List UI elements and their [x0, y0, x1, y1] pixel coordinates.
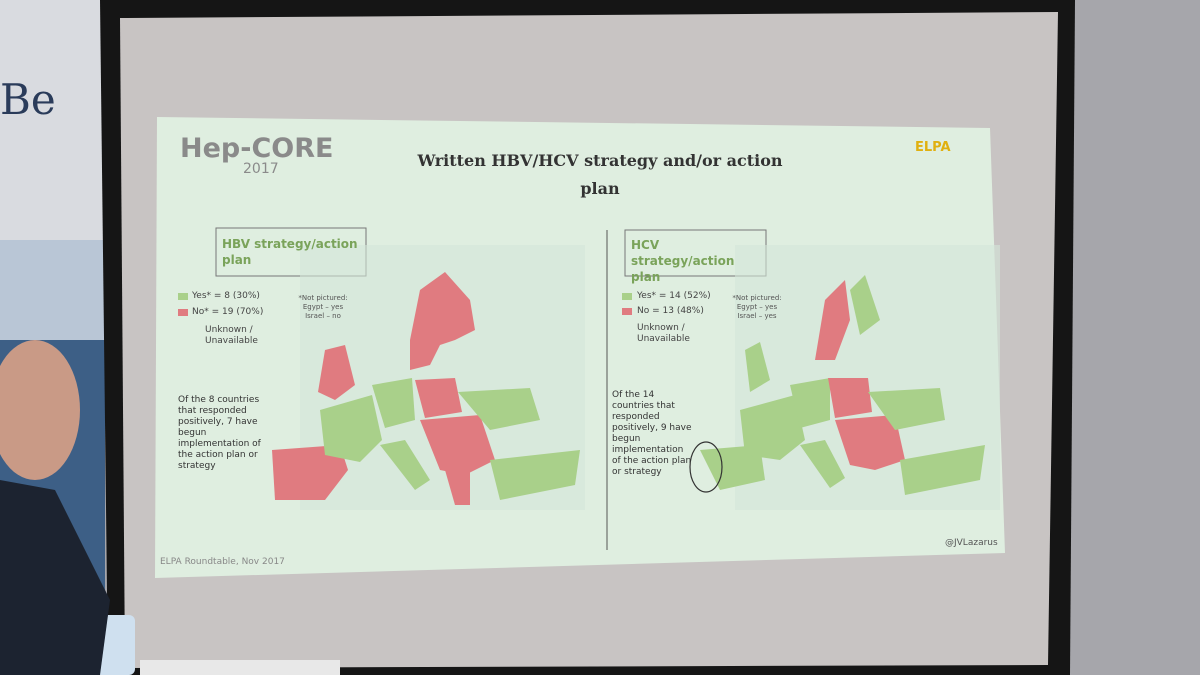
legend-swatch [178, 309, 188, 316]
note-item: Israel – no [305, 312, 341, 320]
legend-label: Unknown / Unavailable [205, 325, 258, 346]
panel-heading: HCV strategy/action plan [631, 238, 735, 284]
slide-title: Written HBV/HCV strategy and/or action p… [417, 151, 783, 198]
legend-swatch [622, 293, 632, 300]
footer-left: ELPA Roundtable, Nov 2017 [160, 557, 285, 567]
panel-heading: HBV strategy/action plan [222, 237, 358, 267]
legend-label: Unknown / Unavailable [637, 323, 690, 344]
person-head [0, 340, 80, 480]
legend-label: Yes* = 14 (52%) [637, 291, 711, 301]
legend-label: No = 13 (48%) [637, 306, 704, 316]
map-right [689, 245, 1000, 510]
banner-text: Be [0, 75, 56, 124]
note-title: *Not pictured: [732, 294, 782, 302]
laptop [140, 660, 340, 675]
logo-name: Hep-CORE [180, 133, 334, 164]
note-item: Israel – yes [737, 312, 777, 320]
logo-year: 2017 [243, 161, 279, 177]
summary: Of the 8 countries that responded positi… [178, 395, 261, 471]
partner-logo: ELPA [915, 140, 951, 155]
legend-label: Yes* = 8 (30%) [192, 291, 260, 301]
legend-swatch [178, 293, 188, 300]
person-body [0, 480, 110, 675]
banner-stripe [0, 240, 110, 340]
legend-swatch [622, 308, 632, 315]
summary: Of the 14 countries that responded posit… [612, 390, 692, 477]
banner [0, 0, 110, 250]
footer-right: @JVLazarus [945, 538, 998, 548]
legend-label: No* = 19 (70%) [192, 307, 264, 317]
note-item: Egypt – yes [302, 303, 344, 311]
map-left [272, 245, 585, 510]
note-item: Egypt – yes [736, 303, 778, 311]
note-title: *Not pictured: [298, 294, 348, 302]
